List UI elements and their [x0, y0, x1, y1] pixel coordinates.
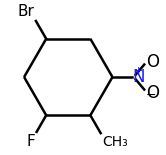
Text: −: −	[146, 89, 157, 102]
Text: CH₃: CH₃	[102, 135, 128, 149]
Text: Br: Br	[18, 4, 34, 19]
Text: O: O	[146, 84, 159, 102]
Text: F: F	[26, 134, 35, 149]
Text: +: +	[134, 66, 143, 76]
Text: O: O	[146, 53, 159, 71]
Text: N: N	[132, 68, 145, 86]
